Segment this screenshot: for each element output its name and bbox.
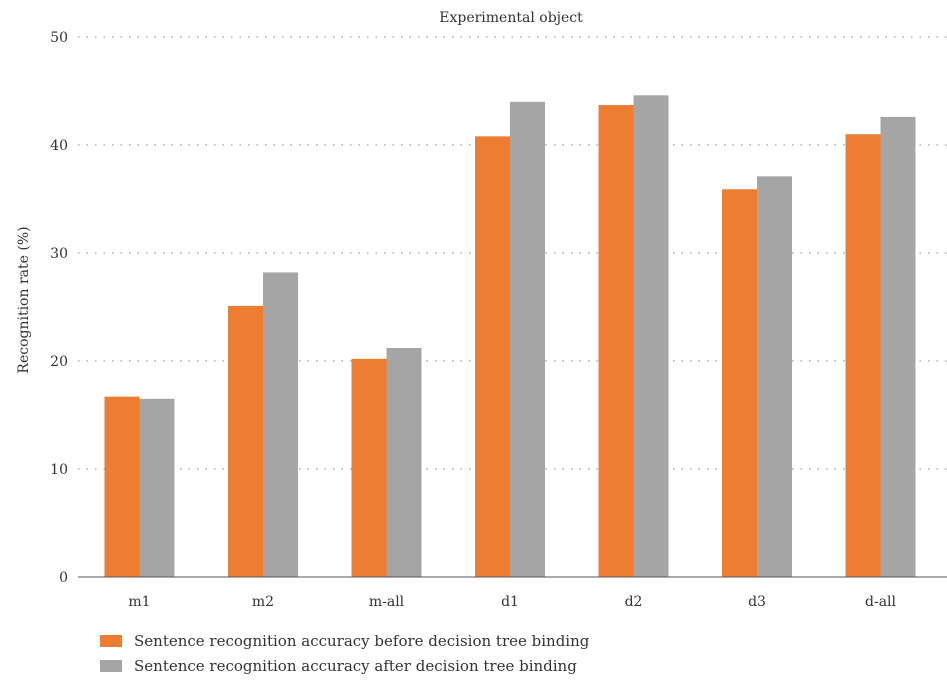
legend-item-before: Sentence recognition accuracy before dec… [100, 628, 589, 653]
bar-d-all-before [845, 134, 881, 577]
y-tick-label: 40 [50, 138, 68, 154]
x-tick-labels: m1 m2 m-all d1 d2 d3 d-all [128, 594, 896, 610]
y-tick-label: 0 [59, 570, 68, 586]
y-axis-label: Recognition rate (%) [16, 226, 32, 373]
bar-d1-before [475, 136, 510, 578]
bar-d3-after [757, 176, 792, 577]
legend-label-after: Sentence recognition accuracy after deci… [134, 656, 577, 675]
bars [104, 95, 916, 578]
y-tick-label: 30 [50, 246, 68, 262]
legend-label-before: Sentence recognition accuracy before dec… [134, 631, 590, 650]
legend-swatch-before [100, 634, 122, 647]
bar-d3-before [722, 189, 757, 577]
y-tick-label: 10 [50, 462, 68, 478]
bar-d2-after [633, 95, 669, 577]
bar-d2-before [598, 105, 634, 577]
x-tick-label: m2 [252, 594, 274, 610]
y-tick-label: 20 [50, 354, 68, 370]
chart-title: Experimental object [439, 10, 583, 26]
bar-m-all-before [351, 358, 387, 577]
y-tick-label: 50 [50, 30, 68, 46]
x-tick-label: d2 [625, 594, 643, 610]
bar-d1-after [510, 101, 545, 578]
legend-swatch-after [100, 659, 122, 672]
legend: Sentence recognition accuracy before dec… [100, 628, 589, 678]
legend-item-after: Sentence recognition accuracy after deci… [100, 653, 589, 678]
x-tick-label: d3 [748, 594, 766, 610]
x-tick-label: m-all [369, 594, 405, 610]
y-tick-labels: 0 10 20 30 40 50 [50, 30, 68, 586]
bar-m1-before [104, 396, 140, 577]
x-tick-label: m1 [128, 594, 150, 610]
bar-m2-before [228, 305, 263, 577]
x-tick-label: d1 [501, 594, 519, 610]
bar-m-all-after [386, 348, 422, 577]
x-tick-label: d-all [865, 594, 897, 610]
bar-d-all-after [880, 116, 916, 578]
bar-m1-after [139, 398, 175, 577]
bar-m2-after [263, 272, 298, 577]
